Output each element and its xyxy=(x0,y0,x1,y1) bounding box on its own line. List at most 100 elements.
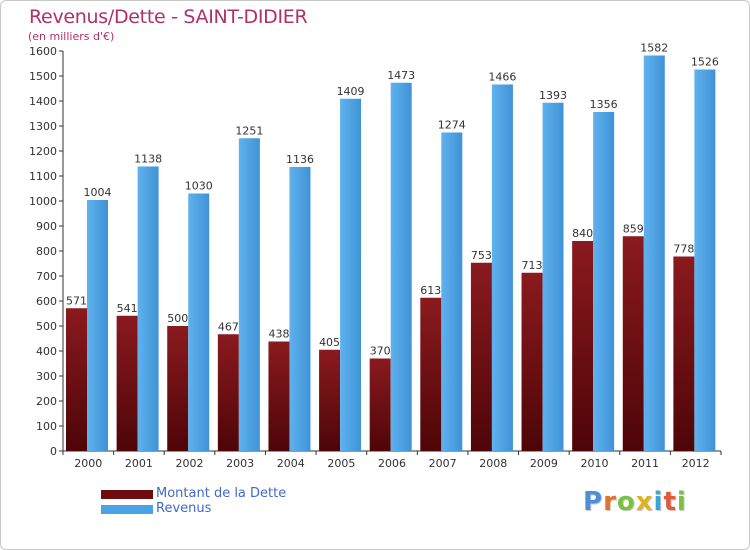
y-tick-label: 500 xyxy=(36,320,57,333)
bar-debt xyxy=(521,272,543,451)
bar-debt xyxy=(217,334,239,451)
legend-swatch-debt xyxy=(101,490,153,499)
bar-revenue xyxy=(137,166,159,451)
bar-debt xyxy=(319,349,341,451)
x-tick-label: 2007 xyxy=(429,457,457,470)
logo-letter: o xyxy=(616,487,636,517)
data-label-debt: 500 xyxy=(167,312,188,325)
x-tick-label: 2001 xyxy=(125,457,153,470)
bar-debt xyxy=(470,262,492,451)
data-label-debt: 778 xyxy=(673,243,694,256)
y-tick-label: 300 xyxy=(36,370,57,383)
data-label-revenue: 1409 xyxy=(337,85,365,98)
y-tick-label: 700 xyxy=(36,270,57,283)
data-label-revenue: 1030 xyxy=(185,180,213,193)
y-tick-label: 1000 xyxy=(29,195,57,208)
data-label-revenue: 1136 xyxy=(286,153,314,166)
legend-label-debt: Montant de la Dette xyxy=(156,486,287,501)
data-label-debt: 370 xyxy=(370,345,391,358)
bar-debt xyxy=(369,358,391,451)
y-tick-label: 800 xyxy=(36,245,57,258)
bar-debt xyxy=(116,315,138,451)
data-label-debt: 840 xyxy=(572,227,593,240)
x-tick-label: 2008 xyxy=(479,457,507,470)
legend-swatch-revenue xyxy=(101,505,153,514)
data-labels: 571 1004 541 1138 500 1030 467 1251 438 1136 405 14… xyxy=(66,42,719,358)
y-tick-label: 1600 xyxy=(29,45,57,58)
bar-revenue xyxy=(238,138,260,451)
data-label-debt: 753 xyxy=(471,249,492,262)
data-label-debt: 405 xyxy=(319,336,340,349)
y-tick-label: 1300 xyxy=(29,120,57,133)
bar-debt xyxy=(673,256,695,451)
x-tick-label: 2010 xyxy=(580,457,608,470)
bar-debt xyxy=(622,236,644,451)
data-label-debt: 571 xyxy=(66,294,87,307)
logo-letter: i xyxy=(676,487,687,517)
x-tick-label: 2000 xyxy=(74,457,102,470)
y-tick-label: 600 xyxy=(36,295,57,308)
logo-letter: x xyxy=(635,487,654,517)
bar-revenue xyxy=(593,112,615,451)
logo-letter: t xyxy=(663,487,677,517)
data-label-revenue: 1274 xyxy=(438,119,466,132)
bar-revenue xyxy=(340,98,362,451)
data-label-revenue: 1356 xyxy=(590,98,618,111)
bar-revenue xyxy=(491,84,513,451)
data-label-debt: 859 xyxy=(623,222,644,235)
y-tick-label: 1100 xyxy=(29,170,57,183)
y-tick-label: 200 xyxy=(36,395,57,408)
bar-revenue xyxy=(188,193,210,451)
data-label-debt: 613 xyxy=(420,284,441,297)
y-tick-label: 1400 xyxy=(29,95,57,108)
y-tick-label: 1500 xyxy=(29,70,57,83)
proxiti-logo: Proxiti xyxy=(583,487,687,517)
bar-revenue xyxy=(441,132,463,451)
bar-debt xyxy=(66,308,87,451)
data-label-debt: 713 xyxy=(522,259,543,272)
bar-revenue xyxy=(643,55,665,451)
bar-debt xyxy=(268,341,290,451)
bar-debt xyxy=(420,297,442,451)
data-label-revenue: 1393 xyxy=(539,89,567,102)
y-tick-label: 1200 xyxy=(29,145,57,158)
bar-revenue xyxy=(542,102,564,451)
bar-revenue xyxy=(289,167,311,451)
x-tick-label: 2011 xyxy=(631,457,659,470)
logo-letter: r xyxy=(603,487,617,517)
bar-debt xyxy=(167,326,189,451)
x-tick-label: 2003 xyxy=(226,457,254,470)
chart-subtitle: (en milliers d'€) xyxy=(28,30,115,43)
data-label-debt: 438 xyxy=(268,328,289,341)
data-label-revenue: 1473 xyxy=(387,69,415,82)
x-tick-label: 2005 xyxy=(327,457,355,470)
logo-letter: P xyxy=(583,487,604,517)
bar-revenue xyxy=(694,69,716,451)
legend-label-revenue: Revenus xyxy=(156,501,212,516)
x-tick-label: 2009 xyxy=(530,457,558,470)
y-tick-label: 900 xyxy=(36,220,57,233)
x-tick-label: 2012 xyxy=(682,457,710,470)
logo-letter: i xyxy=(653,487,664,517)
data-label-debt: 467 xyxy=(218,320,239,333)
x-tick-label: 2004 xyxy=(277,457,305,470)
y-tick-label: 100 xyxy=(36,420,57,433)
bar-debt xyxy=(572,241,594,451)
data-label-revenue: 1004 xyxy=(84,186,112,199)
y-tick-label: 400 xyxy=(36,345,57,358)
bar-revenue xyxy=(87,200,108,451)
data-label-revenue: 1466 xyxy=(488,71,516,84)
data-label-revenue: 1138 xyxy=(134,153,162,166)
chart-title: Revenus/Dette - SAINT-DIDIER xyxy=(29,6,308,28)
data-label-revenue: 1582 xyxy=(640,42,668,55)
y-tick-label: 0 xyxy=(50,445,57,458)
data-label-debt: 541 xyxy=(117,302,138,315)
data-label-revenue: 1526 xyxy=(691,56,719,69)
x-tick-label: 2006 xyxy=(378,457,406,470)
bars xyxy=(66,55,716,451)
data-label-revenue: 1251 xyxy=(235,124,263,137)
bar-revenue xyxy=(390,82,412,451)
x-tick-label: 2002 xyxy=(176,457,204,470)
